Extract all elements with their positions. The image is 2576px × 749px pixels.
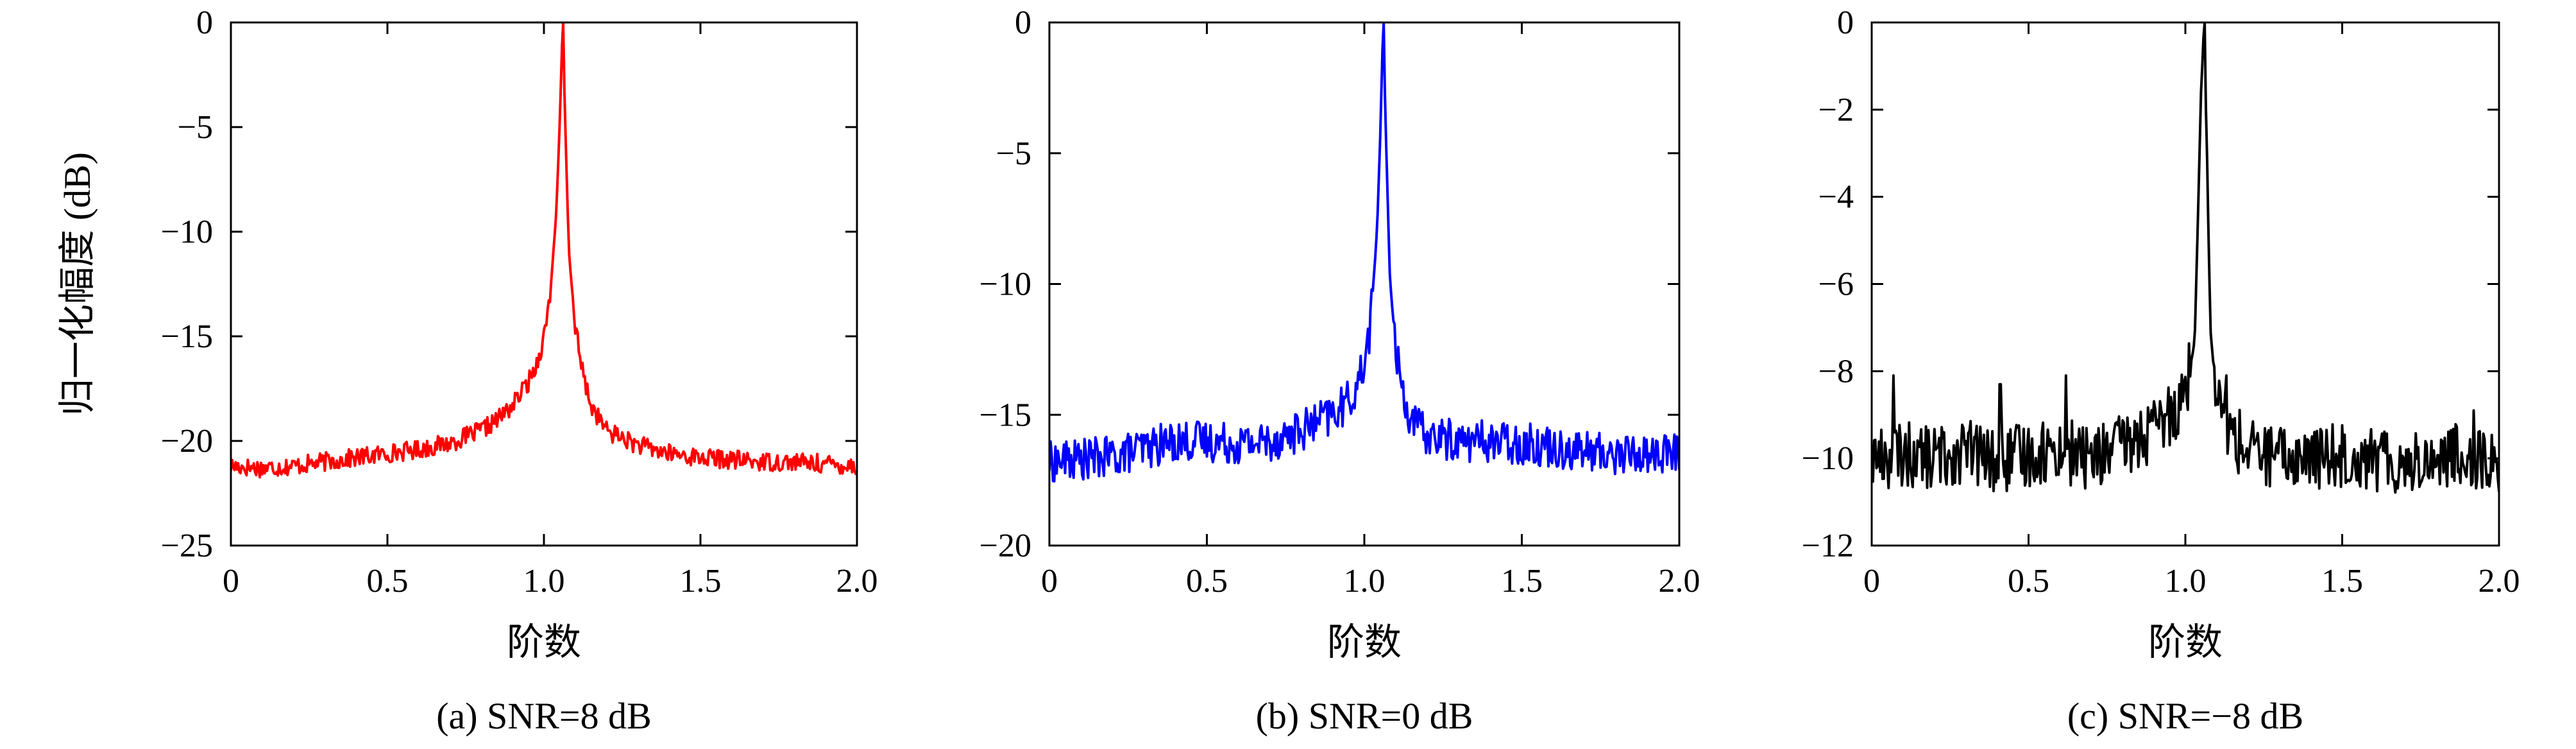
x-tick-label: 0.5 [1186,563,1228,599]
x-tick-label: 1.0 [1344,563,1385,599]
y-tick-label: 0 [1015,4,1031,41]
x-tick-label: 0 [1863,563,1880,599]
x-tick-label: 0.5 [2008,563,2049,599]
y-tick-label: −15 [979,397,1031,433]
y-tick-label: −8 [1818,353,1854,390]
chart-panel-3: 0 0.5 1.0 1.5 2.0 0 −2 −4 −6 −8 −10 −12 阶数 (c) SNR=−8… [1802,4,2520,737]
x-tick-label: 2.0 [2479,563,2520,599]
x-tick-label: 0 [1041,563,1058,599]
y-tick-label: −12 [1802,528,1854,564]
x-axis-label: 阶数 [2148,621,2223,663]
panel-caption: (a) SNR=8 dB [436,695,652,737]
x-tick-label: 0 [223,563,239,599]
x-tick-label: 1.0 [2165,563,2207,599]
y-tick-label: −6 [1818,266,1854,303]
series-line [1872,22,2499,494]
y-tick-label: −5 [996,135,1031,172]
y-tick-label: −10 [161,214,213,250]
x-tick-label: 1.5 [680,563,722,599]
x-tick-label: 2.0 [1659,563,1700,599]
plot-frame [1048,21,1681,547]
x-tick-label: 1.5 [2321,563,2363,599]
y-tick-label: −20 [979,528,1031,564]
y-tick-label: −10 [979,266,1031,303]
x-tick-label: 0.5 [367,563,409,599]
panel-caption: (b) SNR=0 dB [1256,695,1473,737]
y-axis-label: 归一化幅度 (dB) [56,152,98,416]
y-tick-label: −4 [1818,179,1854,216]
x-axis-label: 阶数 [507,621,581,663]
y-tick-label: −2 [1818,92,1854,128]
y-tick-label: −25 [161,528,213,564]
panel-caption: (c) SNR=−8 dB [2067,695,2303,737]
series-line [231,22,857,479]
series-line [1049,22,1679,483]
y-tick-label: 0 [1837,4,1854,41]
chart-panel-2: 0 0.5 1.0 1.5 2.0 0 −5 −10 −15 −20 阶数 (b) SNR=0 dB [979,4,1700,737]
y-tick-label: −15 [161,318,213,355]
x-axis-label: 阶数 [1327,621,1402,663]
y-tick-label: −20 [161,423,213,460]
y-tick-label: −10 [1802,440,1854,477]
y-tick-label: 0 [196,4,213,41]
x-tick-label: 1.0 [523,563,565,599]
x-tick-label: 1.5 [1501,563,1543,599]
chart-panel-1: 0 0.5 1.0 1.5 2.0 0 −5 −10 −15 −20 −25 阶数 归一化幅度 (dB)… [56,4,878,737]
x-tick-label: 2.0 [836,563,878,599]
y-tick-label: −5 [178,109,213,146]
